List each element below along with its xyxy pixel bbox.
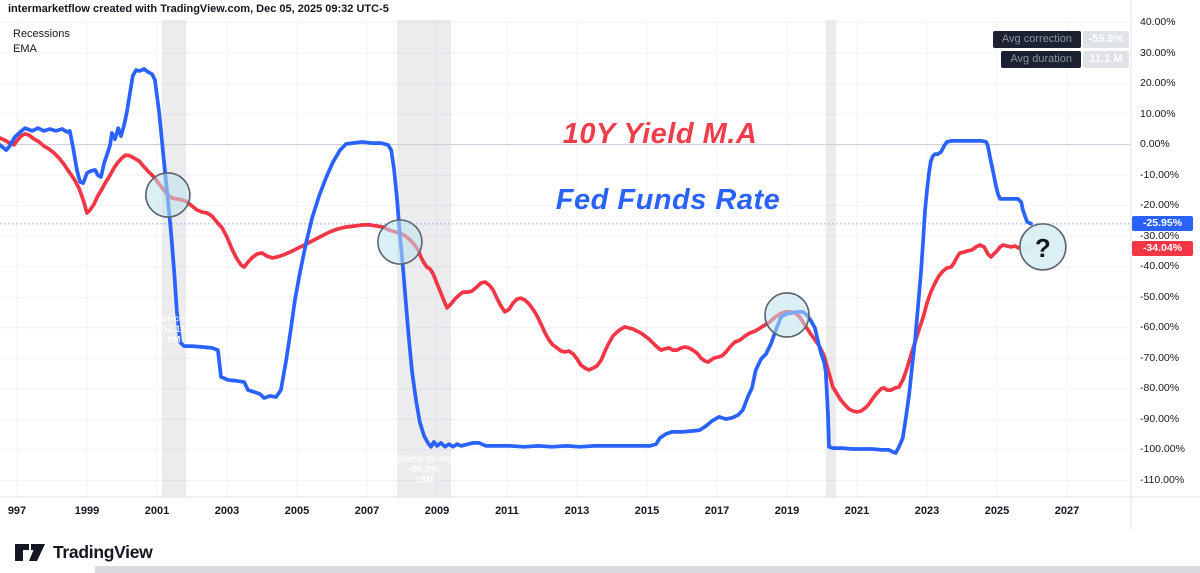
price-tick-label: -50.00% <box>1140 290 1180 303</box>
time-tick-label: 2025 <box>984 505 1010 517</box>
time-tick-label: 2019 <box>774 505 800 517</box>
time-tick-label: 1999 <box>74 505 100 517</box>
chart-attribution: intermarketflow created with TradingView… <box>8 3 389 15</box>
price-tick-label: 10.00% <box>1140 107 1176 120</box>
series-fed-funds-rate[interactable] <box>0 67 1033 455</box>
annotation-10y-yield[interactable]: 10Y Yield M.A <box>562 118 758 150</box>
tradingview-logo[interactable]: TradingView <box>14 540 153 564</box>
recession-band <box>825 20 836 497</box>
recession-band-label: Subprime mortgage <box>379 453 469 464</box>
avg-duration-value: 11.1 M <box>1083 51 1129 68</box>
stats-row-avg-duration: Avg duration 11.1 M <box>1001 51 1129 68</box>
indicator-legend: Recessions EMA <box>13 27 70 57</box>
recession-band-label: 18M <box>415 474 434 485</box>
time-tick-label: 997 <box>7 505 27 517</box>
price-tick-label: -40.00% <box>1140 260 1180 273</box>
price-tick-label: 40.00% <box>1140 15 1176 28</box>
legend-item-recessions[interactable]: Recessions <box>13 28 70 40</box>
price-tick-label: -80.00% <box>1140 382 1180 395</box>
time-tick-label: 2011 <box>495 505 519 517</box>
time-tick-label: 2005 <box>284 505 310 517</box>
time-tick-label: 2013 <box>564 505 590 517</box>
time-tick-label: 2003 <box>214 505 240 517</box>
price-tick-label: -60.00% <box>1140 321 1180 334</box>
price-tick-label: -110.00% <box>1140 473 1185 486</box>
logo-text: TradingView <box>53 541 153 562</box>
price-tick-label: -10.00% <box>1140 168 1180 181</box>
time-tick-label: 2021 <box>844 505 870 517</box>
stats-table: Avg correction -55.9% Avg duration 11.1 … <box>992 31 1129 68</box>
price-label-fed-funds: -25.95% <box>1132 216 1193 232</box>
highlight-circle[interactable] <box>764 292 810 338</box>
avg-correction-label: Avg correction <box>992 31 1081 48</box>
recession-band-label: 8M <box>167 335 180 346</box>
time-tick-label: 2023 <box>914 505 940 517</box>
time-tick-label: 2027 <box>1054 505 1080 517</box>
price-tick-label: -20.00% <box>1140 199 1180 212</box>
time-tick-label: 2009 <box>424 505 450 517</box>
price-tick-label: 0.00% <box>1140 138 1170 151</box>
avg-duration-label: Avg duration <box>1001 51 1081 68</box>
bottom-bar <box>95 566 1200 573</box>
price-label-10y-yield: -34.04% <box>1132 241 1193 257</box>
stats-row-avg-correction: Avg correction -55.9% <box>992 31 1129 48</box>
recession-band-label: -96.5% <box>409 464 440 475</box>
time-tick-label: 2017 <box>704 505 730 517</box>
price-tick-label: -30.00% <box>1140 229 1180 242</box>
question-mark-label: ? <box>1035 233 1051 263</box>
price-tick-label: -100.00% <box>1140 443 1185 456</box>
price-axis[interactable]: 40.00% 30.00% 20.00% 10.00% 0.00% -10.00% -20.… <box>1131 0 1200 530</box>
price-tick-label: -70.00% <box>1140 351 1180 364</box>
time-tick-label: 2001 <box>144 505 170 517</box>
recession-band-label: Dot-com <box>155 314 194 325</box>
legend-item-ema[interactable]: EMA <box>13 43 37 55</box>
time-axis[interactable]: 997 1999 2001 2003 2005 2007 2009 2011 2013 2015 2… <box>0 497 1131 530</box>
time-tick-label: 2015 <box>634 505 660 517</box>
price-tick-label: 20.00% <box>1140 77 1176 90</box>
annotation-fed-funds[interactable]: Fed Funds Rate <box>555 184 781 216</box>
highlight-circle[interactable] <box>145 172 191 218</box>
time-tick-label: 2007 <box>354 505 380 517</box>
highlight-circle[interactable] <box>1019 223 1067 271</box>
price-tick-label: 30.00% <box>1140 46 1176 59</box>
avg-correction-value: -55.9% <box>1083 31 1129 48</box>
recession-band-label: -53.1% <box>159 324 190 335</box>
highlight-circle[interactable] <box>377 219 423 265</box>
tradingview-mark-icon <box>15 544 45 561</box>
price-tick-label: -90.00% <box>1140 412 1180 425</box>
